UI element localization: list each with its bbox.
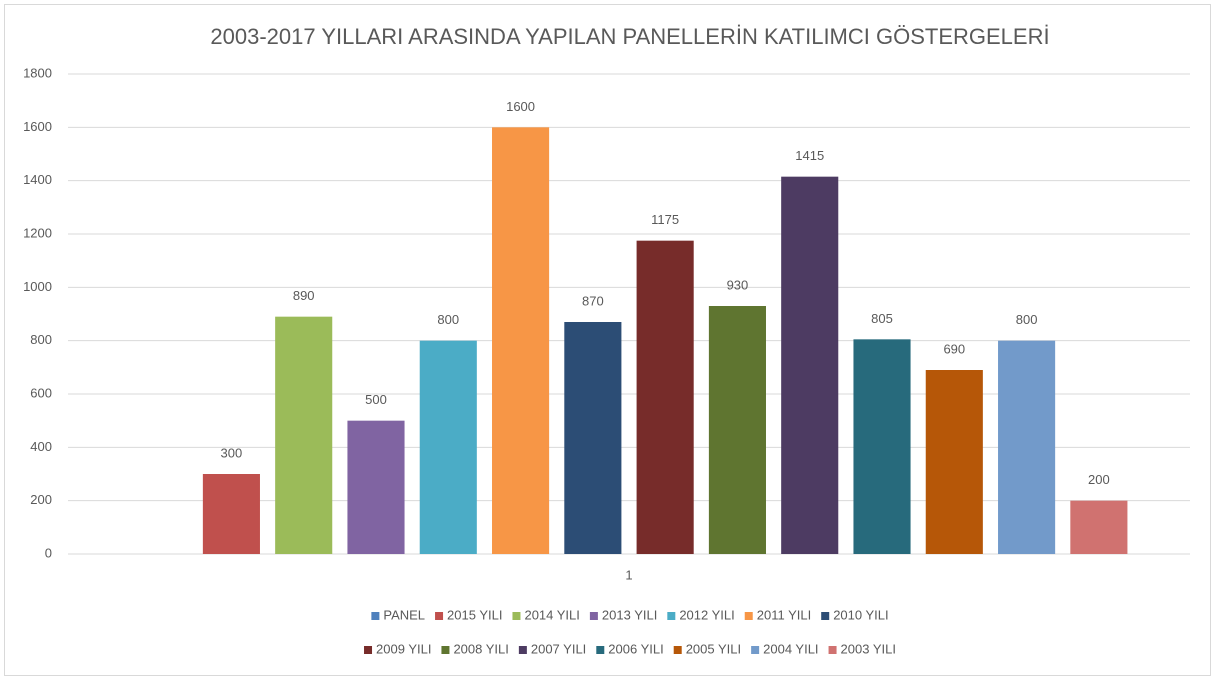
legend-swatch [441,646,450,654]
chart-title: 2003-2017 YILLARI ARASINDA YAPILAN PANEL… [210,24,1049,49]
legend-swatch [596,646,605,654]
data-label: 800 [1016,312,1038,327]
y-tick-label: 1600 [23,119,52,134]
bar [925,370,983,554]
data-label: 930 [727,277,749,292]
bar [275,316,333,554]
data-label: 1415 [795,148,824,163]
legend-label: 2009 YILI [376,641,431,656]
data-label: 890 [293,288,315,303]
legend-swatch [589,612,598,620]
y-tick-label: 0 [45,545,52,560]
legend-swatch [828,646,837,654]
legend-label: 2007 YILI [531,641,586,656]
y-tick-label: 600 [30,385,52,400]
legend-label: 2005 YILI [686,641,741,656]
bar [636,240,694,554]
legend-swatch [518,646,527,654]
bar [781,176,839,554]
legend-swatch [673,646,682,654]
legend-label: 2014 YILI [524,607,579,622]
y-tick-label: 1000 [23,279,52,294]
y-tick-label: 800 [30,332,52,347]
legend-label: 2012 YILI [679,607,734,622]
data-label: 690 [943,341,965,356]
legend-label: 2008 YILI [453,641,508,656]
data-label: 800 [437,312,459,327]
y-tick-label: 200 [30,492,52,507]
y-tick-label: 1200 [23,225,52,240]
bar [202,474,260,554]
x-tick-label: 1 [625,567,632,582]
y-tick-label: 1800 [23,65,52,80]
data-label: 1175 [651,212,679,227]
legend-label: 2004 YILI [763,641,818,656]
data-label: 300 [221,445,243,460]
bar [564,322,622,554]
legend-label: 2006 YILI [608,641,663,656]
y-tick-label: 1400 [23,172,52,187]
bar [1070,500,1128,554]
legend-swatch [667,612,676,620]
bar [419,340,477,554]
legend-label: 2010 YILI [833,607,888,622]
data-label: 200 [1088,472,1110,487]
legend-label: 2003 YILI [841,641,896,656]
data-label: 500 [365,392,387,407]
bar [853,339,911,554]
legend-label: 2013 YILI [602,607,657,622]
legend-label: PANEL [383,607,425,622]
legend-swatch [744,612,753,620]
y-tick-label: 400 [30,439,52,454]
legend-label: 2015 YILI [447,607,502,622]
legend-swatch [751,646,760,654]
bar [492,127,550,554]
legend-label: 2011 YILI [757,607,811,622]
data-label: 805 [871,311,893,326]
legend-swatch [371,612,380,620]
legend-swatch [435,612,444,620]
legend-swatch [821,612,830,620]
bar [708,306,766,554]
bar [347,420,405,554]
bar [998,340,1056,554]
legend-swatch [364,646,373,654]
data-label: 1600 [506,99,535,114]
data-label: 870 [582,293,604,308]
legend-swatch [512,612,521,620]
